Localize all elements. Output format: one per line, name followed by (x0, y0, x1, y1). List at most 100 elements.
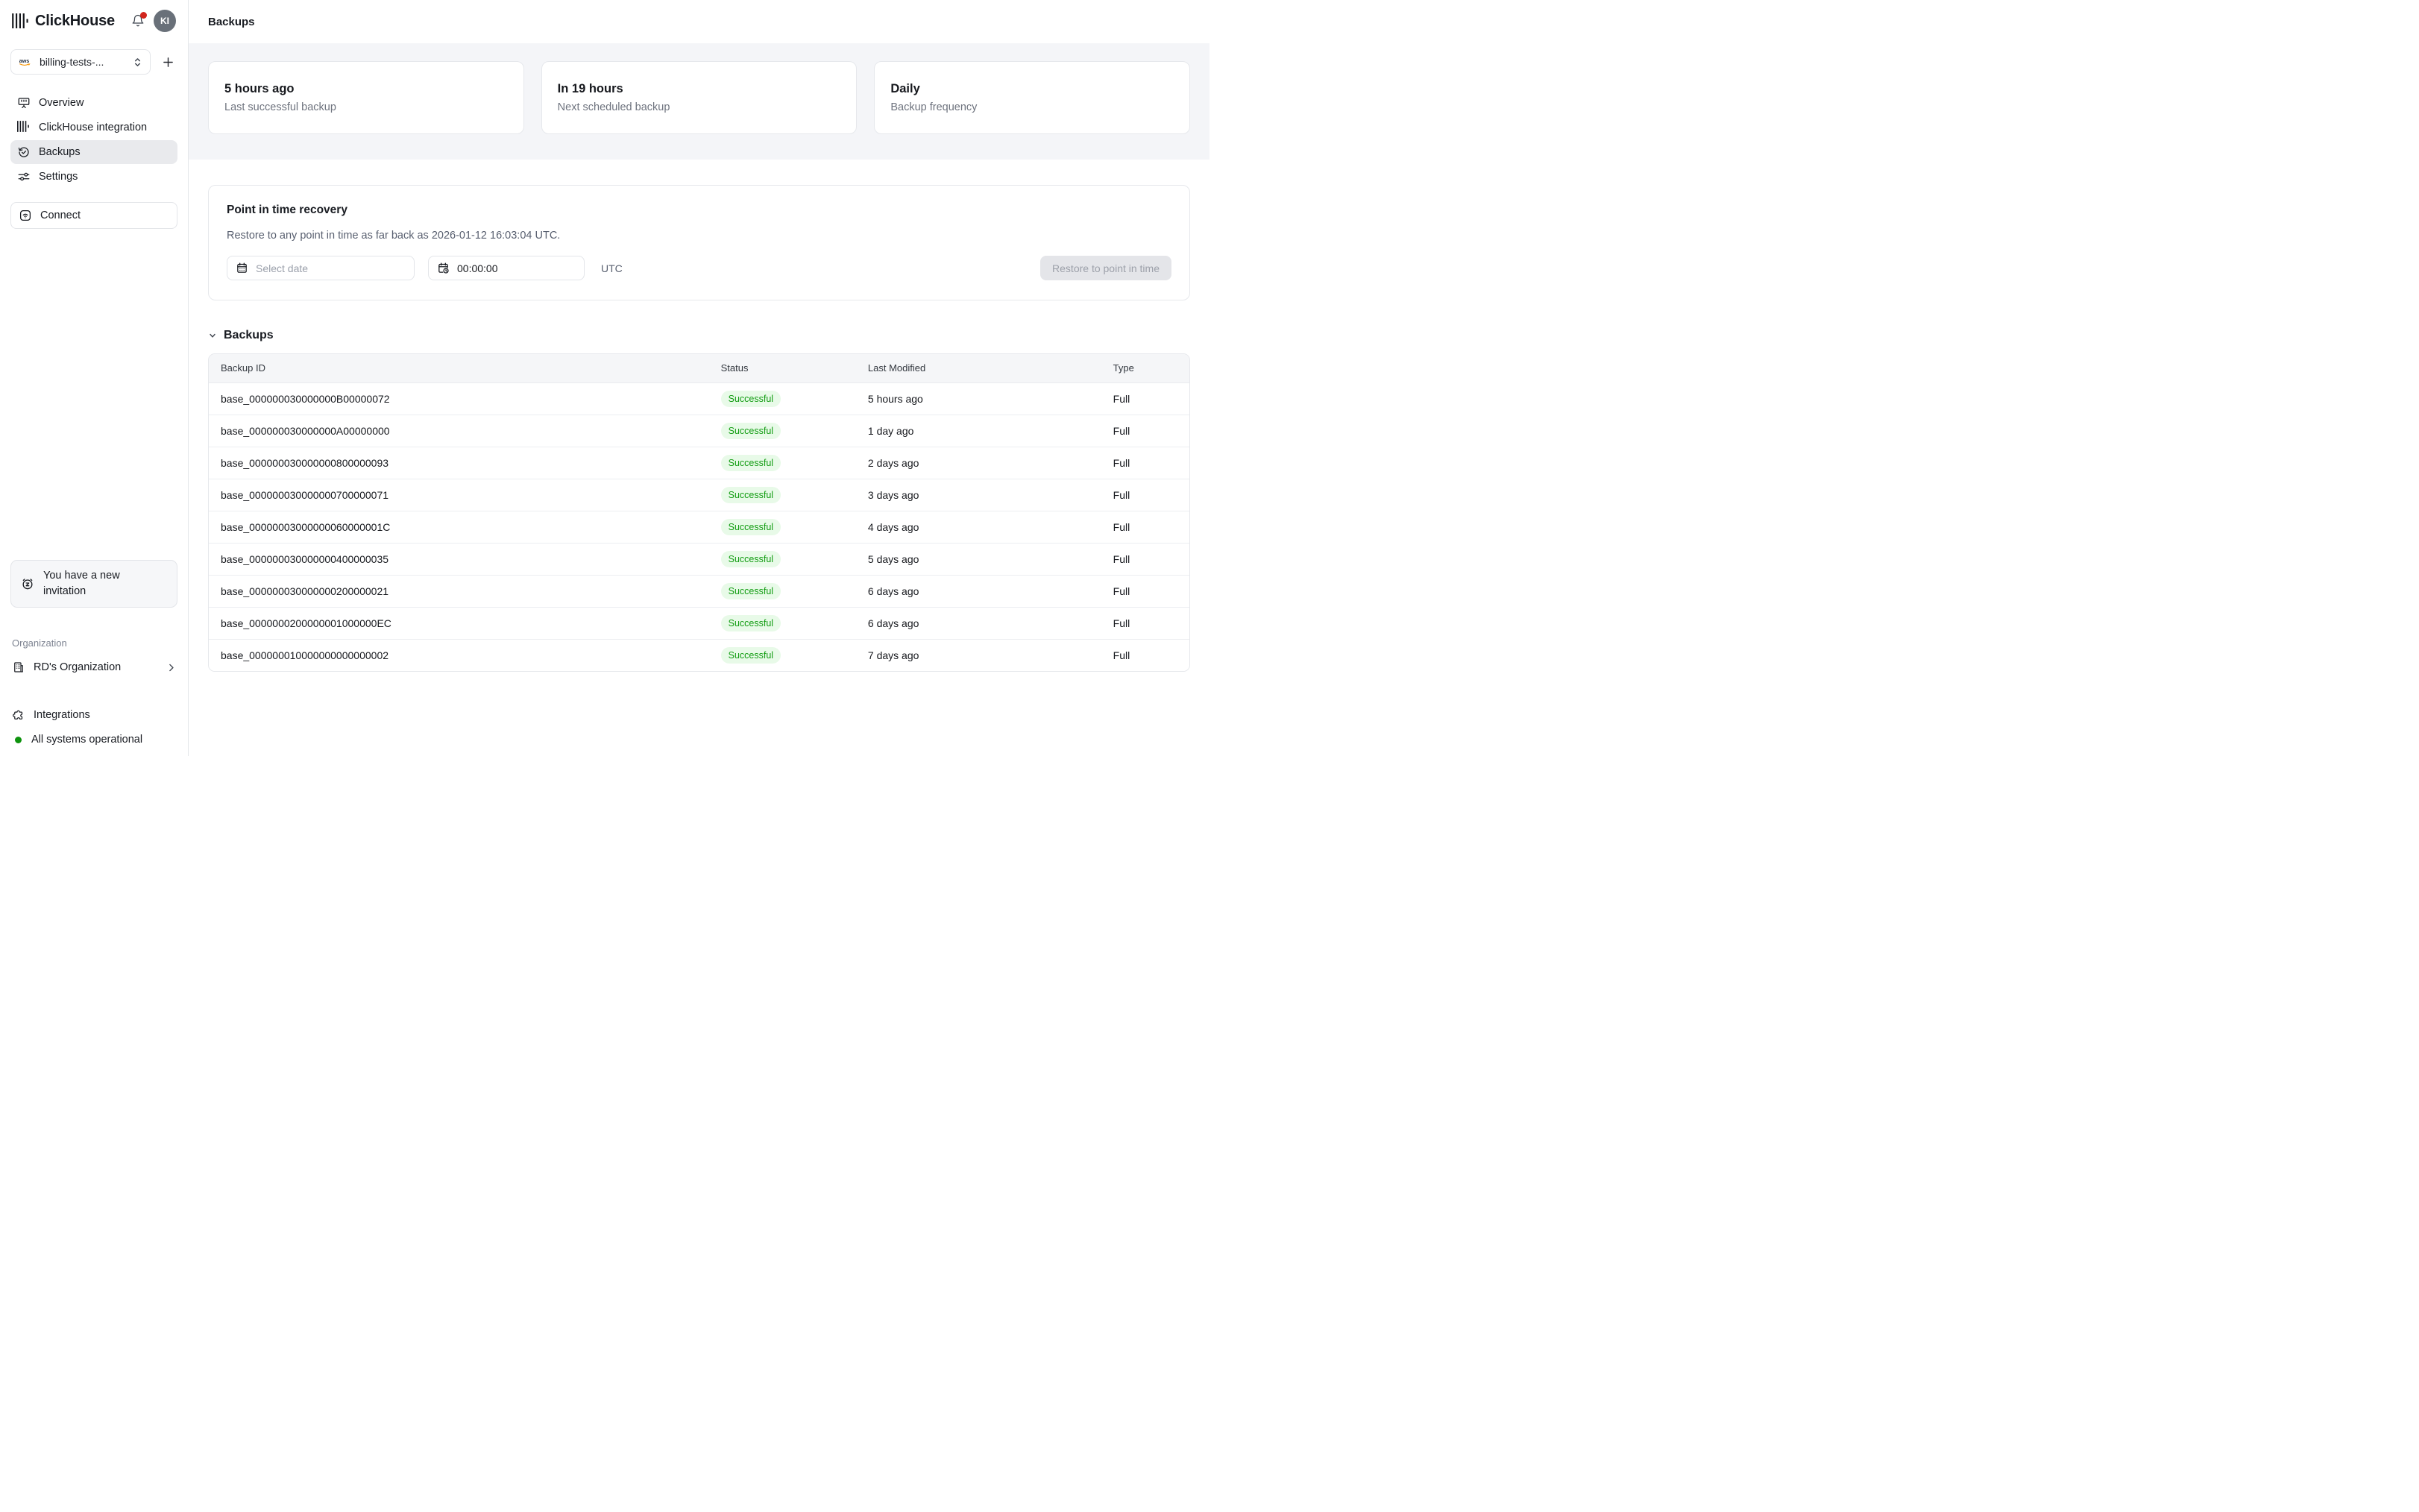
add-service-button[interactable] (158, 52, 177, 72)
sidebar-item-label: ClickHouse integration (39, 122, 148, 133)
calendar-clock-icon (437, 262, 450, 274)
status-cell: Successful (708, 543, 856, 576)
avatar[interactable]: KI (154, 10, 176, 32)
status-cell: Successful (708, 479, 856, 511)
backup-id-cell: base_000000030000000A00000000 (209, 415, 709, 447)
status-badge: Successful (720, 614, 781, 631)
card-backup-frequency: Daily Backup frequency (874, 61, 1191, 134)
integrations-link[interactable]: Integrations (10, 708, 177, 722)
svg-text:aws: aws (19, 58, 29, 64)
chevron-updown-icon (133, 57, 142, 68)
presentation-icon (17, 96, 31, 110)
type-cell: Full (1101, 575, 1189, 608)
clickhouse-bars-icon (17, 121, 31, 134)
sidebar-item-overview[interactable]: Overview (10, 91, 177, 115)
brand-name: ClickHouse (35, 12, 115, 29)
backups-table: Backup ID Status Last Modified Type base… (208, 353, 1190, 672)
backups-table-body: base_000000030000000B00000072 Successful… (209, 382, 1189, 671)
aws-logo-icon: aws (19, 57, 33, 67)
status-badge: Successful (720, 518, 781, 535)
type-cell: Full (1101, 382, 1189, 415)
table-header-row: Backup ID Status Last Modified Type (209, 354, 1189, 383)
sidebar-item-label: Settings (39, 171, 78, 183)
table-row[interactable]: base_000000030000000A00000000 Successful… (209, 415, 1189, 447)
card-subtitle: Backup frequency (890, 101, 978, 113)
card-title: Daily (890, 82, 920, 95)
puzzle-icon (12, 708, 25, 722)
pitr-title: Point in time recovery (227, 204, 347, 216)
table-row[interactable]: base_0000000200000001000000EC Successful… (209, 607, 1189, 640)
sidebar-item-clickhouse-integration[interactable]: ClickHouse integration (10, 116, 177, 139)
last-modified-cell: 1 day ago (855, 415, 1101, 447)
backup-id-cell: base_000000030000000B00000072 (209, 382, 709, 415)
service-selector[interactable]: aws billing-tests-... (10, 49, 151, 75)
time-input[interactable]: 00:00:00 (428, 256, 585, 280)
table-row[interactable]: base_000000030000000200000021 Successful… (209, 575, 1189, 608)
timezone-label: UTC (601, 262, 623, 274)
notifications-bell-icon[interactable] (131, 12, 147, 28)
sidebar-menu: Overview ClickHouse integration Backups (10, 91, 177, 189)
table-row[interactable]: base_000000030000000800000093 Successful… (209, 447, 1189, 479)
type-cell: Full (1101, 415, 1189, 447)
card-next-scheduled-backup: In 19 hours Next scheduled backup (541, 61, 858, 134)
page-header: Backups (189, 0, 1210, 43)
type-cell: Full (1101, 639, 1189, 671)
connect-label: Connect (40, 210, 81, 221)
status-cell: Successful (708, 382, 856, 415)
connect-button[interactable]: Connect (10, 202, 177, 229)
sliders-icon (17, 170, 31, 183)
invitation-banner[interactable]: You have a new invitation (10, 559, 177, 608)
status-green-dot (15, 736, 22, 743)
status-cell: Successful (708, 447, 856, 479)
organization-switcher[interactable]: RD's Organization (10, 661, 177, 674)
backup-id-cell: base_000000030000000700000071 (209, 479, 709, 511)
building-icon (12, 661, 25, 674)
summary-band: 5 hours ago Last successful backup In 19… (189, 43, 1210, 160)
backup-id-cell: base_00000003000000060000001C (209, 511, 709, 544)
system-status[interactable]: All systems operational (10, 734, 177, 746)
date-placeholder: Select date (256, 262, 309, 274)
status-badge: Successful (720, 390, 781, 407)
chevron-right-icon (166, 663, 176, 672)
select-date-input[interactable]: Select date (227, 256, 415, 280)
connect-wifi-icon (19, 209, 32, 222)
sidebar-item-label: Backups (39, 146, 81, 158)
integrations-label: Integrations (34, 709, 90, 721)
table-row[interactable]: base_00000003000000060000001C Successful… (209, 511, 1189, 544)
status-cell: Successful (708, 575, 856, 608)
page-title: Backups (208, 15, 255, 28)
status-cell: Successful (708, 639, 856, 671)
sidebar-item-backups[interactable]: Backups (10, 140, 177, 164)
point-in-time-recovery-card: Point in time recovery Restore to any po… (208, 185, 1190, 300)
last-modified-cell: 4 days ago (855, 511, 1101, 544)
column-header-backup-id: Backup ID (209, 354, 709, 383)
organization-name: RD's Organization (34, 661, 122, 673)
invitation-text: You have a new invitation (43, 569, 120, 597)
restore-to-point-in-time-button[interactable]: Restore to point in time (1040, 256, 1171, 280)
backup-id-cell: base_0000000200000001000000EC (209, 607, 709, 640)
sidebar-item-settings[interactable]: Settings (10, 165, 177, 189)
type-cell: Full (1101, 607, 1189, 640)
notification-dot (140, 12, 147, 19)
status-text: All systems operational (31, 734, 143, 746)
table-row[interactable]: base_000000030000000400000035 Successful… (209, 543, 1189, 576)
backups-section-toggle[interactable]: Backups (208, 329, 1190, 342)
last-modified-cell: 6 days ago (855, 607, 1101, 640)
status-cell: Successful (708, 607, 856, 640)
status-badge: Successful (720, 422, 781, 439)
table-row[interactable]: base_000000030000000700000071 Successful… (209, 479, 1189, 511)
status-badge: Successful (720, 582, 781, 599)
last-modified-cell: 5 hours ago (855, 382, 1101, 415)
table-row[interactable]: base_000000010000000000000002 Successful… (209, 639, 1189, 671)
status-badge: Successful (720, 550, 781, 567)
status-badge: Successful (720, 486, 781, 503)
sidebar-item-label: Overview (39, 97, 84, 109)
type-cell: Full (1101, 479, 1189, 511)
table-row[interactable]: base_000000030000000B00000072 Successful… (209, 382, 1189, 415)
alarm-snooze-icon (20, 576, 35, 591)
last-modified-cell: 6 days ago (855, 575, 1101, 608)
brand-row: ClickHouse KI (10, 0, 177, 42)
column-header-last-modified: Last Modified (855, 354, 1101, 383)
type-cell: Full (1101, 511, 1189, 544)
status-badge: Successful (720, 646, 781, 664)
